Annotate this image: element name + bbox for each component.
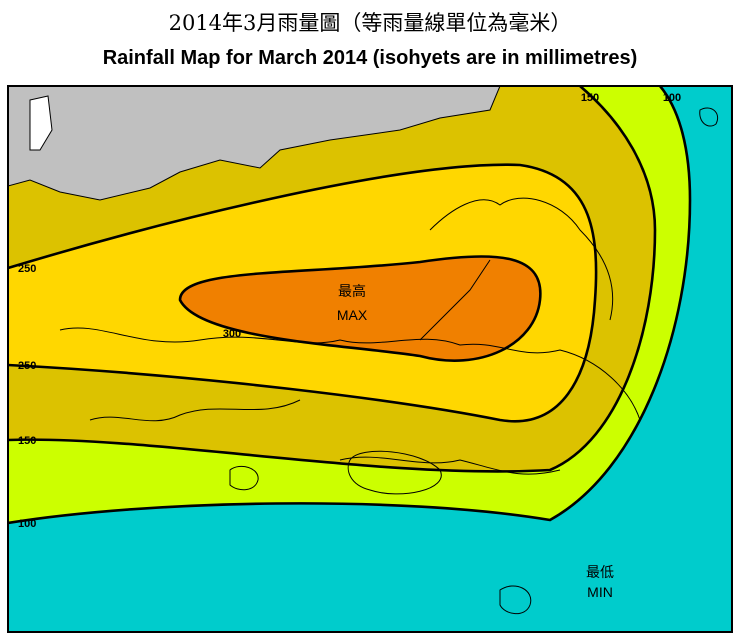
coastline [89,399,561,475]
island [499,585,532,615]
min-label-zh: 最低 [586,564,614,580]
map: 150 100 250 250 150 100 300 最高 MAX 最低 MI… [7,85,733,633]
max-label-zh: 最高 [338,283,366,299]
isohyet-300 [178,255,542,362]
isohyet-100 [8,86,692,525]
band-above-300 [180,256,541,361]
max-label-en: MAX [337,307,368,323]
isohyet-150 [8,86,657,473]
island [699,107,718,127]
isohyet-label: 150 [18,435,36,447]
map-frame [7,85,733,633]
coastline [429,197,614,321]
isohyet-label: 250 [18,360,36,372]
isohyet-label: 150 [581,92,599,104]
min-label-en: MIN [587,584,613,600]
isohyet-label: 100 [663,92,681,104]
island [347,450,442,495]
coastline [59,327,641,421]
water [29,95,53,151]
river [419,259,491,341]
isohyet-250 [8,163,598,423]
title-zh: 2014年3月雨量圖（等雨量線單位為毫米） [169,11,572,35]
isohyet-label: 100 [18,518,36,530]
isohyet-label: 250 [18,263,36,275]
island [229,465,259,491]
title-en: Rainfall Map for March 2014 (isohyets ar… [103,47,638,69]
no-data-land [8,86,501,201]
isohyet-label: 300 [223,328,241,340]
